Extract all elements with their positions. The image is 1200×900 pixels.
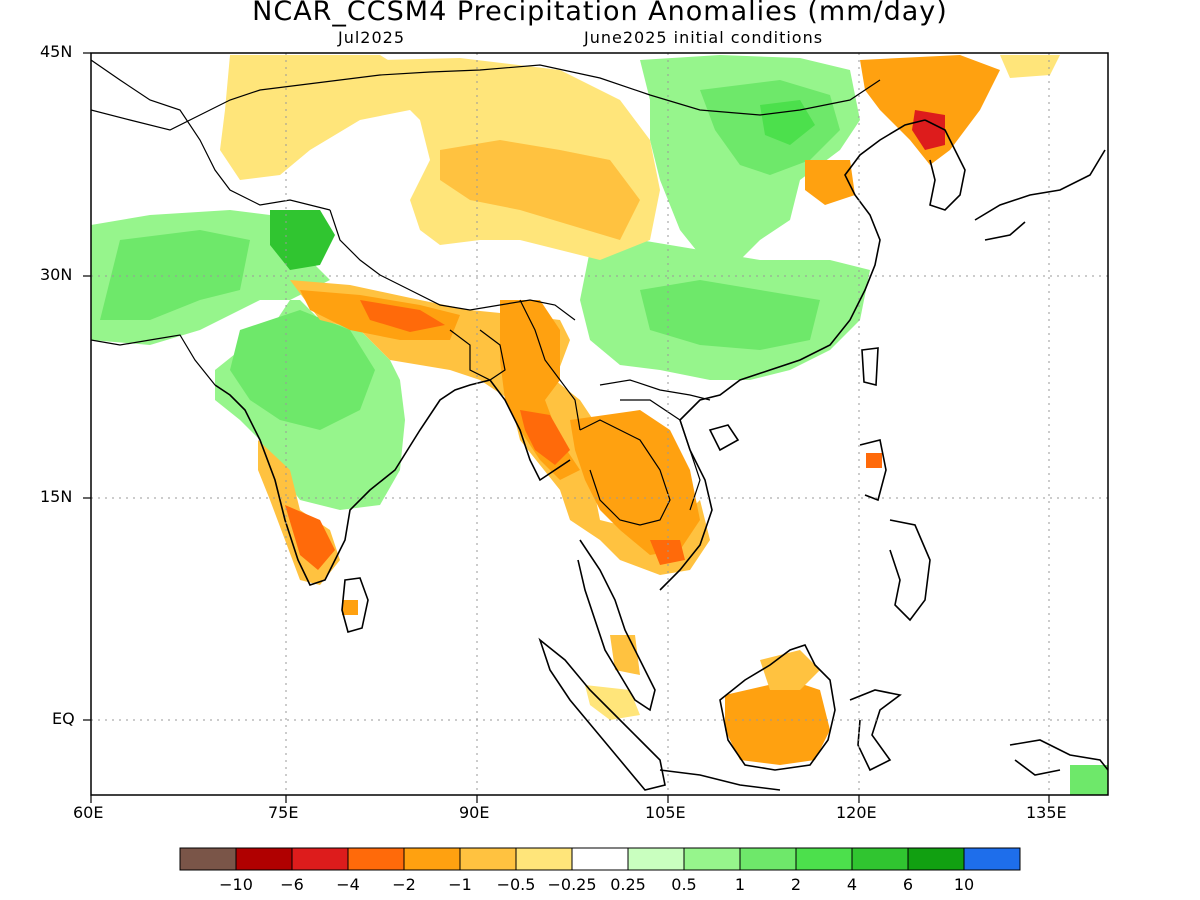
coast-java xyxy=(659,769,781,791)
dry-region-shandong xyxy=(805,160,855,205)
colorbar-label: −4 xyxy=(336,875,360,894)
dry-region-srilanka xyxy=(342,600,358,615)
coast-sulawesi xyxy=(849,689,902,772)
y-tick-45n: 45N xyxy=(40,42,73,61)
coast-malay xyxy=(577,539,656,712)
anomaly-field xyxy=(91,55,1108,795)
y-tick-15n: 15N xyxy=(40,487,73,506)
colorbar-swatch xyxy=(683,847,741,871)
dry-region-cambodia-peak xyxy=(650,540,685,565)
coast-newguinea xyxy=(1009,739,1108,776)
colorbar-label: −0.25 xyxy=(547,875,596,894)
colorbar-swatch xyxy=(235,847,293,871)
x-tick-120e: 120E xyxy=(836,803,877,822)
wet-region-india-core xyxy=(230,310,375,430)
y-tick-eq: EQ xyxy=(52,709,75,728)
dry-region-korea xyxy=(860,55,1000,165)
wet-region-pakistan xyxy=(270,210,335,270)
coast-hainan xyxy=(708,424,740,452)
border-thailand xyxy=(579,419,671,526)
colorbar-swatch xyxy=(291,847,349,871)
border-bangladesh xyxy=(449,329,506,381)
colorbar-label: −6 xyxy=(280,875,304,894)
gridlines xyxy=(91,53,1108,795)
colorbar-swatch xyxy=(459,847,517,871)
initial-conditions-label: June2025 initial conditions xyxy=(584,28,824,47)
plot-frame xyxy=(90,52,1109,796)
x-tick-90e: 90E xyxy=(459,803,490,822)
colorbar-label: 2 xyxy=(791,875,801,894)
dry-region-myanmar-peak xyxy=(520,410,570,465)
coast-taiwan xyxy=(861,347,879,387)
wet-region-china-core xyxy=(640,280,820,350)
y-tick-30n: 30N xyxy=(40,265,73,284)
x-tick-60e: 60E xyxy=(73,803,104,822)
colorbar-label: −0.5 xyxy=(497,875,536,894)
border-iran-pak xyxy=(91,334,216,386)
dry-region-nw xyxy=(220,55,420,180)
wet-region-png xyxy=(1070,765,1108,795)
dry-region-borneo xyxy=(725,680,830,765)
coast-sumatra xyxy=(538,637,666,791)
border-central-asia xyxy=(91,64,881,131)
colorbar-swatch xyxy=(515,847,573,871)
colorbar-label: 6 xyxy=(903,875,913,894)
dry-region-sumatra xyxy=(585,685,640,720)
colorbar-label: −2 xyxy=(392,875,416,894)
colorbar-swatch xyxy=(963,847,1021,871)
wet-region-north-peak xyxy=(760,100,815,145)
dry-region-luzon xyxy=(866,453,882,468)
coast-philippines xyxy=(859,439,931,622)
x-tick-105e: 105E xyxy=(645,803,686,822)
x-tick-135e: 135E xyxy=(1026,803,1067,822)
coast-srilanka xyxy=(341,577,369,633)
border-afghan xyxy=(91,59,331,211)
colorbar-label: 0.5 xyxy=(671,875,696,894)
colorbar-swatch xyxy=(627,847,685,871)
colorbar-label: −10 xyxy=(219,875,253,894)
colorbar-swatch xyxy=(851,847,909,871)
colorbar-swatch xyxy=(179,847,237,871)
colorbar-label: −1 xyxy=(448,875,472,894)
border-myanmar xyxy=(519,299,581,431)
border-china-vietnam xyxy=(599,379,711,401)
dry-region-korea-peak xyxy=(912,110,945,150)
coast-bay-east xyxy=(489,379,571,482)
dry-region-sw-india-peak xyxy=(285,505,335,570)
dry-region-ne-china xyxy=(1000,55,1060,78)
dry-region-borneo-north xyxy=(760,650,820,690)
colorbar-swatch xyxy=(795,847,853,871)
coast-korea xyxy=(924,119,966,211)
dry-region-ganges-peak xyxy=(360,300,445,332)
map-title: NCAR_CCSM4 Precipitation Anomalies (mm/d… xyxy=(252,0,948,27)
tick-marks xyxy=(83,52,1050,803)
x-tick-75e: 75E xyxy=(268,803,299,822)
coast-indochina xyxy=(659,119,926,591)
colorbar-labels: −10 −6 −4 −2 −1 −0.5 −0.25 0.25 0.5 1 2 4 6 10 xyxy=(219,875,974,894)
border-himalaya xyxy=(329,209,576,321)
dry-region-myanmar xyxy=(500,300,580,480)
colorbar-label: 1 xyxy=(735,875,745,894)
coastlines xyxy=(214,119,1108,791)
colorbar-label: 4 xyxy=(847,875,857,894)
colorbar-swatch xyxy=(907,847,965,871)
colorbar-label: 0.25 xyxy=(610,875,646,894)
colorbar-swatch xyxy=(347,847,405,871)
dry-region-north-india xyxy=(290,280,710,575)
colorbar-boxes xyxy=(179,847,1021,871)
colorbar-label: 10 xyxy=(954,875,974,894)
forecast-month: Jul2025 xyxy=(338,28,406,47)
border-laos-vietnam xyxy=(620,399,701,511)
coast-japan xyxy=(974,149,1106,241)
colorbar-swatch xyxy=(739,847,797,871)
wet-region-west-core xyxy=(100,230,250,320)
dry-region-tibet-core xyxy=(440,140,640,240)
colorbar-swatch xyxy=(403,847,461,871)
coast-india xyxy=(214,379,491,586)
borders xyxy=(91,59,881,526)
colorbar-swatch xyxy=(571,847,629,871)
coast-borneo xyxy=(719,644,836,771)
